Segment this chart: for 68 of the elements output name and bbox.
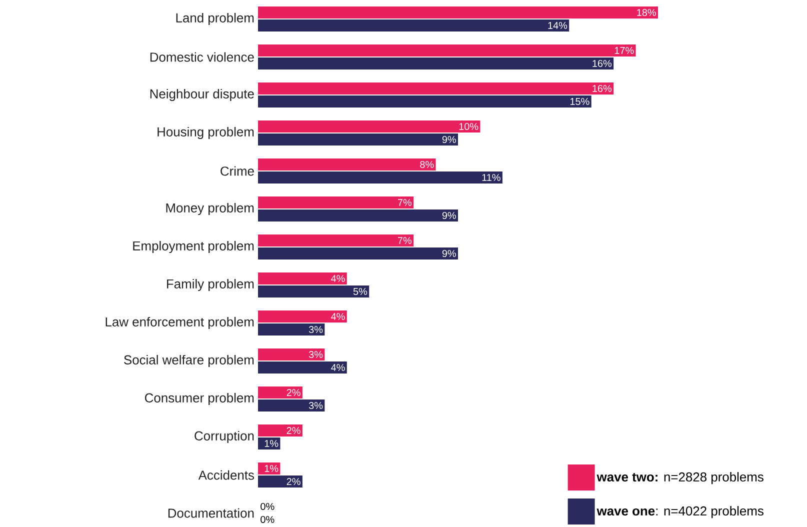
bar bbox=[258, 19, 570, 32]
bar bbox=[258, 476, 302, 488]
data-label: 2% bbox=[286, 478, 300, 486]
y-tick-label: Family problem bbox=[167, 278, 254, 292]
data-label: 18% bbox=[637, 8, 656, 16]
y-tick-label: Housing problem bbox=[158, 126, 254, 140]
bar bbox=[258, 424, 302, 436]
data-label: 2% bbox=[286, 388, 300, 396]
legend-label: wave two: n=2828 problems bbox=[596, 472, 764, 484]
y-tick-label: Documentation bbox=[168, 508, 254, 518]
y-tick-label: Social welfare problem bbox=[124, 354, 254, 368]
data-label: 16% bbox=[592, 84, 612, 92]
data-label: 1% bbox=[264, 465, 278, 472]
bar bbox=[258, 209, 458, 222]
data-label: 16% bbox=[592, 60, 612, 68]
bar bbox=[258, 247, 458, 260]
data-label: 1% bbox=[264, 440, 278, 447]
data-label: 9% bbox=[442, 250, 456, 258]
bar bbox=[258, 386, 302, 398]
data-label: 3% bbox=[308, 326, 323, 334]
data-label: 11% bbox=[482, 174, 500, 181]
data-label: 3% bbox=[308, 350, 323, 358]
bar bbox=[258, 6, 658, 18]
data-label: 17% bbox=[614, 47, 634, 54]
data-label: 2% bbox=[286, 426, 300, 434]
data-label: 14% bbox=[548, 22, 568, 29]
bar bbox=[258, 361, 347, 374]
data-label: 8% bbox=[420, 160, 434, 168]
data-label: 10% bbox=[459, 122, 478, 130]
data-label: 4% bbox=[331, 364, 345, 371]
y-tick-label: Crime bbox=[220, 166, 254, 176]
y-tick-label: Employment problem bbox=[133, 240, 254, 254]
y-tick-label: Money problem bbox=[166, 202, 254, 216]
bar bbox=[258, 120, 480, 132]
data-label: 4% bbox=[331, 313, 345, 320]
data-label: 0% bbox=[260, 516, 274, 524]
data-label: 9% bbox=[442, 212, 456, 220]
bar bbox=[258, 133, 458, 146]
y-tick-label: Accidents bbox=[198, 470, 254, 480]
data-label: 7% bbox=[398, 199, 412, 206]
bar bbox=[258, 272, 347, 284]
bar bbox=[258, 310, 347, 322]
bar bbox=[258, 196, 414, 208]
data-label: 4% bbox=[331, 275, 345, 282]
bar bbox=[258, 285, 370, 298]
y-tick-label: Consumer problem bbox=[145, 392, 254, 406]
bar bbox=[258, 400, 325, 412]
bar bbox=[258, 171, 502, 184]
bar bbox=[258, 348, 325, 360]
data-label: 7% bbox=[398, 237, 412, 244]
bar bbox=[258, 158, 436, 170]
y-tick-label: Corruption bbox=[194, 430, 254, 444]
bar bbox=[258, 323, 325, 336]
y-tick-label: Neighbour dispute bbox=[150, 88, 254, 102]
bar bbox=[258, 44, 636, 56]
legend-label: wave one: n=4022 problems bbox=[596, 506, 764, 518]
bar bbox=[258, 82, 614, 94]
data-label: 0% bbox=[260, 502, 274, 510]
data-label: 15% bbox=[570, 98, 590, 105]
y-tick-label: Law enforcement problem bbox=[106, 316, 254, 330]
bar bbox=[258, 57, 614, 70]
y-tick-label: Domestic violence bbox=[150, 52, 254, 62]
y-tick-label: Land problem bbox=[176, 12, 254, 26]
bar bbox=[258, 95, 592, 108]
data-label: 9% bbox=[442, 136, 456, 144]
bar bbox=[258, 234, 414, 246]
data-label: 3% bbox=[308, 402, 323, 410]
data-label: 5% bbox=[353, 288, 368, 295]
